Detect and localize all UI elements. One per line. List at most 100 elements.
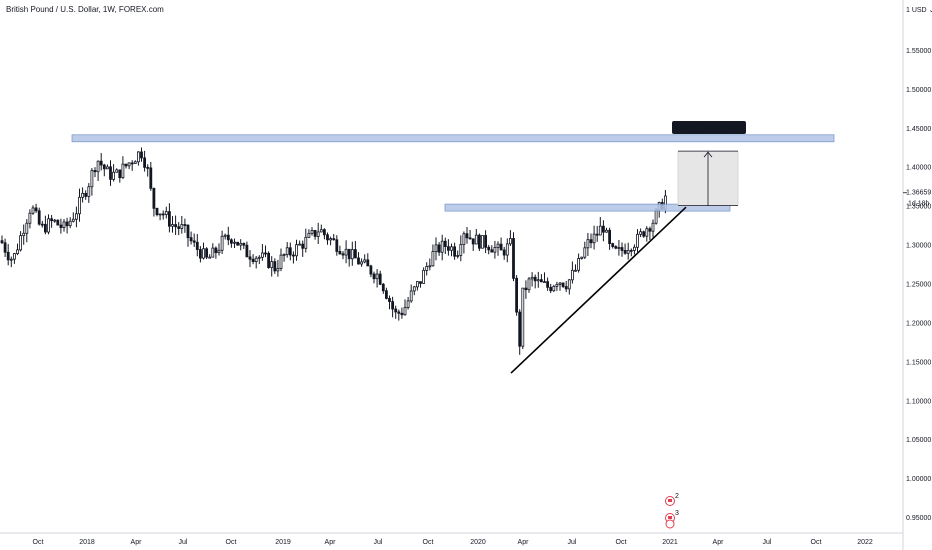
- candle-body: [304, 236, 308, 249]
- candle-body: [44, 223, 47, 233]
- candle-body: [574, 269, 577, 272]
- candle-body: [130, 162, 134, 165]
- candle-body: [477, 234, 481, 249]
- candle-body: [633, 246, 636, 251]
- candle-body: [357, 257, 360, 265]
- price-tick-label: 1.10000: [906, 398, 931, 405]
- candle-body: [620, 247, 624, 251]
- time-tick-label: Jul: [179, 539, 188, 546]
- price-tick-label: 1.50000: [906, 87, 931, 94]
- candle-body: [540, 279, 543, 283]
- candle-body: [468, 237, 472, 240]
- candle-body: [580, 256, 584, 259]
- candle-body: [524, 287, 528, 291]
- candle-body: [592, 233, 596, 244]
- candle-body: [192, 240, 196, 243]
- candle-body: [115, 169, 119, 173]
- candle-body: [422, 270, 426, 284]
- candle-body: [487, 246, 491, 251]
- candle-body: [198, 249, 202, 259]
- candle-body: [561, 282, 565, 287]
- candle-body: [530, 276, 534, 280]
- candle-body: [546, 281, 549, 288]
- candle-body: [273, 261, 277, 272]
- chart-title: British Pound / U.S. Dollar, 1W, FOREX.c…: [6, 5, 164, 14]
- candle-body: [22, 232, 26, 237]
- candle-body: [425, 265, 429, 271]
- candle-body: [106, 166, 109, 170]
- candle-body: [75, 213, 78, 220]
- candle-body: [326, 234, 329, 241]
- candle-body: [412, 286, 416, 292]
- candle-body: [381, 283, 385, 292]
- candle-body: [3, 242, 7, 253]
- candle-body: [87, 186, 91, 197]
- candle-body: [68, 220, 72, 227]
- measure-arrow-head: [703, 151, 713, 158]
- candle-body: [155, 207, 159, 216]
- time-tick-label: Jul: [568, 539, 577, 546]
- candle-body: [552, 285, 556, 292]
- candle-body: [403, 307, 407, 316]
- candle-body: [360, 261, 364, 265]
- candle-body: [512, 238, 515, 279]
- candle-body: [543, 281, 546, 284]
- time-tick-label: Oct: [811, 539, 822, 546]
- candle-body: [493, 247, 497, 253]
- candle-body: [431, 251, 435, 267]
- candles: [0, 147, 667, 355]
- candle-body: [99, 160, 103, 166]
- candle-body: [549, 286, 553, 292]
- last-price-label: 1.36659: [906, 190, 931, 197]
- candle-body: [571, 269, 574, 281]
- candle-body: [502, 249, 506, 256]
- candle-body: [443, 240, 447, 248]
- candle-body: [428, 265, 432, 268]
- candle-body: [6, 251, 10, 261]
- resistance-zone-upper: [71, 134, 835, 143]
- event-flag-icon: [665, 519, 675, 529]
- candle-body: [626, 249, 630, 254]
- candle-body: [654, 209, 658, 224]
- candle-body: [639, 231, 642, 235]
- candle-body: [397, 311, 401, 314]
- time-tick-label: Oct: [423, 539, 434, 546]
- candle-body: [583, 247, 587, 258]
- candle-body: [555, 283, 559, 287]
- candle-body: [617, 247, 621, 249]
- candle-body: [344, 248, 348, 256]
- candle-body: [161, 213, 165, 216]
- price-tick-label: 1.30000: [906, 243, 931, 250]
- event-flag-icon: [668, 499, 672, 502]
- candle-body: [254, 257, 258, 263]
- candle-body: [121, 163, 125, 179]
- candle-body: [195, 241, 199, 250]
- candle-body: [329, 238, 333, 241]
- time-tick-label: Oct: [33, 539, 44, 546]
- candle-body: [40, 223, 44, 226]
- candle-body: [183, 224, 187, 226]
- resistance-zone-lower: [444, 203, 731, 212]
- candle-body: [143, 157, 147, 168]
- candle-body: [564, 286, 568, 290]
- candle-body: [236, 241, 240, 246]
- candle-body: [177, 226, 181, 229]
- candle-body: [322, 229, 326, 236]
- candle-body: [391, 301, 395, 310]
- candle-body: [353, 249, 357, 259]
- candle-body: [295, 244, 298, 257]
- candle-body: [369, 265, 373, 275]
- candle-body: [378, 273, 382, 285]
- time-tick-label: Jul: [374, 539, 383, 546]
- candle-body: [629, 249, 633, 252]
- price-tick-label: 1.20000: [906, 320, 931, 327]
- candle-body: [28, 212, 32, 224]
- candle-body: [84, 192, 88, 197]
- candle-body: [415, 281, 419, 288]
- candle-body: [276, 268, 280, 272]
- candle-body: [12, 253, 16, 260]
- event-count: 3: [675, 510, 679, 517]
- candle-body: [186, 224, 190, 239]
